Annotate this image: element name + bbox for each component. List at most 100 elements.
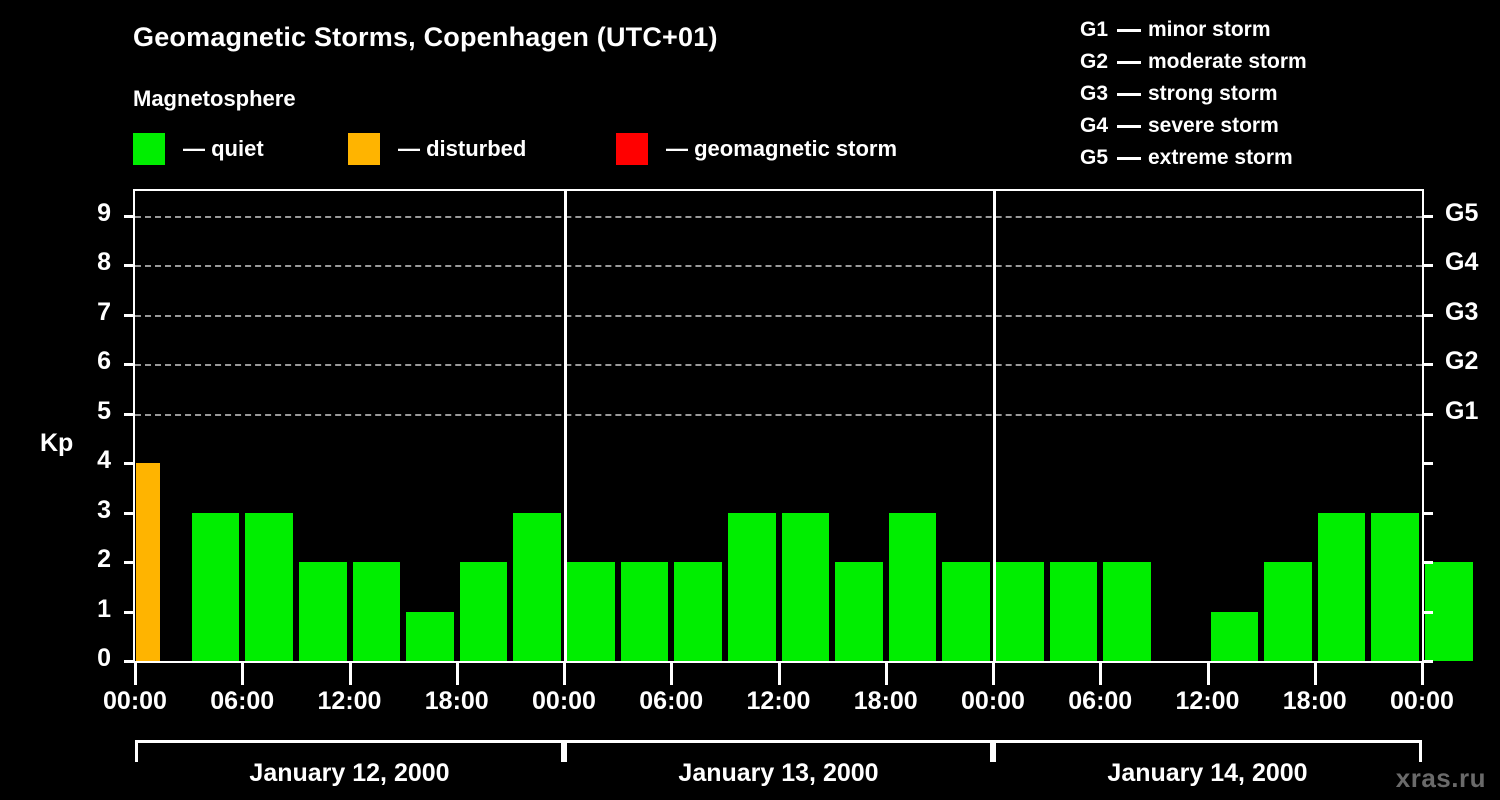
y-tick-5 — [124, 412, 135, 416]
x-tick-3 — [455, 663, 459, 685]
g-tick-g3 — [1422, 313, 1433, 317]
bar-kp[interactable] — [1103, 562, 1151, 661]
g-tick-g5 — [1422, 214, 1433, 218]
bar-kp[interactable] — [781, 512, 830, 661]
date-bracket-1 — [564, 740, 993, 762]
g-tick-g2 — [1422, 363, 1433, 367]
g-axis-label-g2: G2 — [1445, 347, 1479, 376]
g-scale-code: G3 — [1080, 82, 1109, 105]
bar-kp[interactable] — [888, 512, 937, 661]
bar-kp[interactable] — [245, 512, 293, 661]
x-tick-12 — [1421, 663, 1424, 685]
y-tick-label-7: 7 — [97, 297, 111, 326]
bar-kp[interactable] — [835, 562, 883, 661]
bar-kp[interactable] — [352, 562, 401, 661]
g-scale-row-g5: G5 extreme storm — [1080, 142, 1307, 174]
g-axis-label-g1: G1 — [1445, 396, 1479, 425]
date-label-1: January 13, 2000 — [678, 759, 879, 787]
bar-kp[interactable] — [567, 562, 615, 661]
legend-label: — quiet — [183, 136, 264, 161]
date-label-0: January 12, 2000 — [249, 759, 450, 787]
legend-label: — disturbed — [398, 136, 527, 161]
g-scale-label: extreme storm — [1148, 146, 1293, 169]
bar-kp[interactable] — [1317, 512, 1366, 661]
x-tick-label-9: 06:00 — [1068, 687, 1133, 715]
x-tick-0 — [134, 663, 137, 685]
bar-kp[interactable] — [727, 512, 776, 661]
g-minor-tick-4 — [1422, 462, 1433, 466]
bar-kp[interactable] — [1371, 512, 1419, 661]
g-minor-tick-3 — [1422, 511, 1433, 515]
day-separator-1 — [564, 191, 567, 661]
x-tick-label-5: 06:00 — [639, 687, 704, 715]
y-tick-label-4: 4 — [97, 446, 111, 475]
g-scale-row-g1: G1 minor storm — [1080, 14, 1307, 46]
bar-kp[interactable] — [996, 562, 1044, 661]
watermark: xras.ru — [1395, 763, 1486, 793]
date-label-2: January 14, 2000 — [1107, 759, 1308, 787]
x-tick-6 — [777, 663, 781, 685]
bar-kp[interactable] — [1264, 562, 1312, 661]
x-tick-label-6: 12:00 — [746, 687, 811, 715]
x-tick-label-4: 00:00 — [532, 687, 596, 715]
y-tick-3 — [124, 511, 135, 515]
em-dash-icon — [1117, 92, 1141, 96]
y-tick-7 — [124, 313, 135, 317]
x-tick-label-3: 18:00 — [424, 687, 489, 715]
x-tick-11 — [1313, 663, 1317, 685]
em-dash-icon — [1117, 156, 1141, 160]
bar-kp[interactable] — [191, 512, 240, 661]
bar-kp[interactable] — [1049, 562, 1098, 661]
g-scale-code: G2 — [1080, 50, 1109, 73]
bar-kp[interactable] — [620, 562, 669, 661]
gridline-kp-5 — [135, 413, 1422, 416]
bar-series — [135, 191, 1473, 661]
bar-kp[interactable] — [674, 562, 722, 661]
x-tick-8 — [992, 663, 995, 685]
chart-subtitle: Magnetosphere — [133, 86, 296, 111]
y-tick-label-9: 9 — [97, 198, 111, 227]
g-tick-g4 — [1422, 264, 1433, 268]
g-axis-label-g4: G4 — [1445, 248, 1479, 277]
bar-kp[interactable] — [298, 562, 347, 661]
g-scale-row-g2: G2 moderate storm — [1080, 46, 1307, 78]
y-tick-1 — [124, 610, 135, 614]
x-tick-label-1: 06:00 — [210, 687, 275, 715]
x-tick-7 — [884, 663, 888, 685]
legend-label: — geomagnetic storm — [666, 136, 898, 161]
g-minor-tick-2 — [1422, 561, 1433, 565]
bar-kp[interactable] — [136, 463, 161, 661]
bar-kp[interactable] — [406, 611, 454, 661]
g-scale-code: G5 — [1080, 146, 1109, 169]
legend-item-2: — geomagnetic storm — [616, 133, 897, 165]
legend-swatch-icon — [348, 133, 380, 165]
plot-area — [133, 189, 1473, 663]
bar-kp[interactable] — [459, 562, 508, 661]
y-tick-label-3: 3 — [97, 495, 111, 524]
gridline-kp-6 — [135, 364, 1422, 367]
x-tick-label-12: 00:00 — [1390, 687, 1454, 715]
bar-kp[interactable] — [1210, 611, 1259, 661]
date-bracket-2 — [993, 740, 1422, 762]
x-tick-2 — [348, 663, 352, 685]
g-scale-label: strong storm — [1148, 82, 1278, 105]
g-scale-code: G4 — [1080, 114, 1109, 137]
y-tick-0 — [124, 660, 135, 663]
legend-swatch-icon — [133, 133, 165, 165]
y-tick-4 — [124, 462, 135, 466]
day-separator-2 — [993, 191, 996, 661]
g-scale-row-g3: G3 strong storm — [1080, 78, 1307, 110]
gridline-kp-8 — [135, 265, 1422, 268]
y-tick-9 — [124, 214, 135, 218]
g-scale-label: minor storm — [1148, 18, 1271, 41]
bar-kp[interactable] — [513, 512, 561, 661]
y-tick-label-0: 0 — [97, 644, 111, 672]
g-scale-row-g4: G4 severe storm — [1080, 110, 1307, 142]
bar-kp[interactable] — [942, 562, 990, 661]
g-scale-label: severe storm — [1148, 114, 1279, 137]
x-tick-1 — [241, 663, 245, 685]
plot-inner — [135, 191, 1473, 661]
em-dash-icon — [1117, 28, 1141, 32]
x-tick-label-10: 12:00 — [1175, 687, 1240, 715]
